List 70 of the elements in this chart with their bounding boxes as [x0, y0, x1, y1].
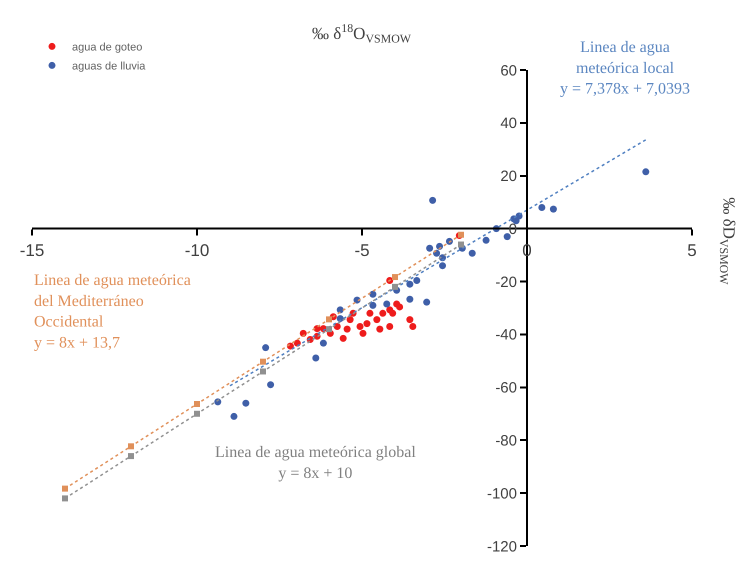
annotation: Linea de agua meteórica del Mediterráneo Occidental y = 8x + 13,7 [34, 272, 191, 352]
y-tick-label: -60 [495, 380, 517, 397]
y-tick-label: -100 [486, 485, 517, 502]
point [128, 443, 134, 450]
point [326, 316, 332, 322]
point [406, 316, 414, 324]
point [320, 340, 327, 347]
point [386, 323, 394, 330]
point [369, 302, 376, 309]
point [373, 316, 380, 324]
y-tick-label: -80 [495, 432, 517, 450]
point [194, 410, 200, 417]
point [413, 277, 420, 284]
point [359, 330, 366, 337]
point [242, 400, 250, 407]
annotation: Linea de agua meteórica local y = 7,378x + 7,0393 [560, 39, 690, 98]
point [363, 320, 370, 328]
x-tick-label: -15 [20, 241, 44, 260]
point [344, 326, 351, 333]
point [406, 280, 414, 288]
point [312, 354, 320, 362]
point [267, 381, 274, 388]
y-tick-label: -120 [486, 538, 517, 556]
point [366, 310, 374, 317]
point [550, 206, 557, 213]
point [260, 368, 266, 374]
x-tick-label: -10 [184, 241, 210, 260]
point [128, 453, 134, 460]
point [396, 303, 404, 310]
point [409, 323, 416, 330]
point [392, 274, 398, 280]
point [482, 236, 490, 244]
point [538, 204, 546, 212]
point [423, 298, 430, 306]
point [262, 344, 270, 352]
point [406, 296, 414, 303]
point [392, 284, 398, 290]
legend-label: aguas de lluvia [72, 60, 146, 73]
point [458, 232, 464, 238]
y-tick-label: 60 [500, 62, 517, 80]
point [340, 334, 347, 342]
x-axis-title: ‰ δ$^{18}$O$_{VSMOW}$ [312, 21, 412, 46]
x-tick-label: 5 [687, 241, 697, 260]
point [346, 316, 354, 324]
legend-label: agua de goteo [72, 42, 142, 54]
point [468, 250, 476, 257]
point [326, 326, 332, 332]
y-tick-label: 20 [500, 168, 517, 186]
x-tick-label: -5 [354, 241, 370, 260]
point [230, 412, 238, 420]
point [429, 196, 436, 204]
point [439, 262, 446, 270]
point [260, 358, 266, 365]
point [379, 310, 386, 317]
y-tick-label: 40 [500, 115, 517, 132]
annotation: Linea de agua meteórica global y = 8x + 10 [215, 444, 416, 482]
point [458, 242, 464, 248]
y-tick-label: -20 [495, 274, 517, 291]
point [356, 323, 364, 330]
point [383, 300, 390, 308]
point [62, 495, 68, 502]
point [194, 400, 200, 407]
y-tick-label: -40 [495, 326, 517, 344]
point [369, 290, 376, 298]
point [504, 233, 511, 240]
point [642, 168, 650, 176]
point [389, 310, 396, 317]
point [376, 326, 384, 333]
point [426, 244, 434, 252]
point [62, 486, 68, 492]
